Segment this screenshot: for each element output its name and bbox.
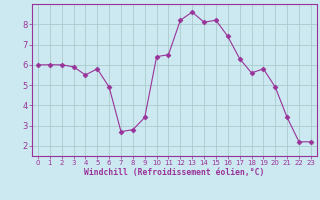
X-axis label: Windchill (Refroidissement éolien,°C): Windchill (Refroidissement éolien,°C)	[84, 168, 265, 177]
